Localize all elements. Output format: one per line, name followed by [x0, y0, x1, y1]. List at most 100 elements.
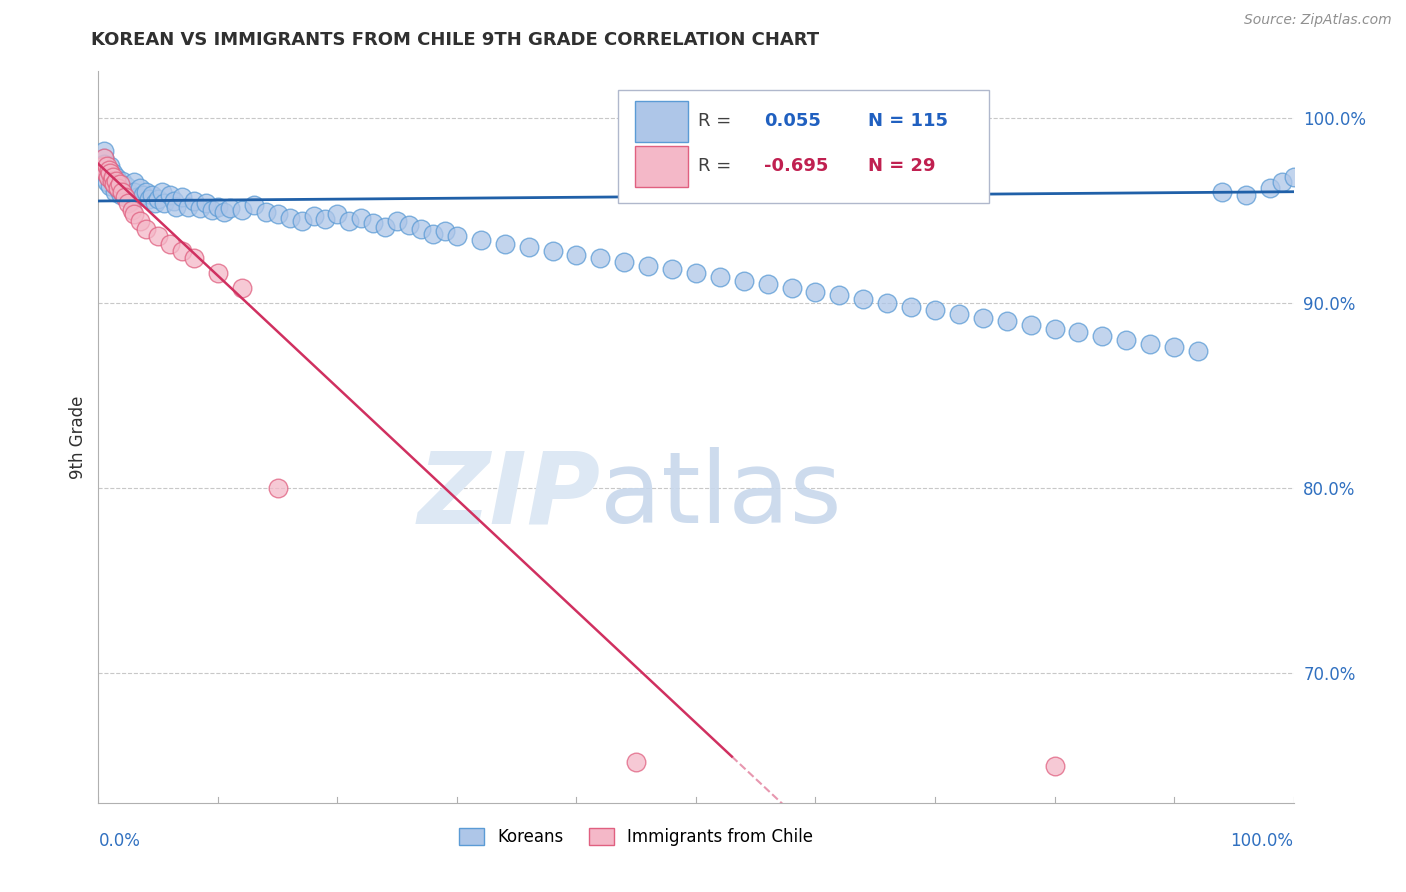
- Point: [212, 205, 235, 219]
- Point: [124, 207, 146, 221]
- Point: [111, 173, 134, 187]
- Point: [350, 211, 373, 225]
- Point: [291, 214, 314, 228]
- Point: [188, 202, 211, 216]
- Point: [138, 192, 160, 206]
- Point: [93, 157, 115, 171]
- Y-axis label: 9th Grade: 9th Grade: [69, 395, 87, 479]
- Point: [98, 179, 122, 194]
- Point: [150, 185, 173, 199]
- Point: [98, 159, 122, 173]
- Point: [637, 259, 659, 273]
- Point: [1234, 188, 1257, 202]
- Point: [517, 240, 540, 254]
- Point: [107, 181, 129, 195]
- Point: [363, 216, 385, 230]
- Point: [924, 303, 946, 318]
- Point: [231, 281, 253, 295]
- Point: [302, 209, 325, 223]
- Point: [91, 159, 114, 173]
- Point: [97, 162, 120, 177]
- Point: [159, 188, 181, 202]
- Text: atlas: atlas: [600, 447, 842, 544]
- Point: [183, 194, 205, 208]
- Point: [494, 236, 516, 251]
- Point: [1163, 340, 1185, 354]
- Point: [1043, 322, 1066, 336]
- Point: [163, 194, 186, 208]
- Text: KOREAN VS IMMIGRANTS FROM CHILE 9TH GRADE CORRELATION CHART: KOREAN VS IMMIGRANTS FROM CHILE 9TH GRAD…: [91, 31, 820, 49]
- Point: [972, 310, 994, 325]
- Point: [565, 248, 588, 262]
- Point: [107, 173, 129, 187]
- Point: [100, 173, 122, 187]
- Point: [101, 166, 124, 180]
- FancyBboxPatch shape: [636, 101, 688, 142]
- Point: [131, 188, 153, 202]
- Point: [470, 233, 492, 247]
- FancyBboxPatch shape: [619, 90, 988, 203]
- Point: [780, 281, 803, 295]
- Point: [195, 195, 218, 210]
- Point: [434, 224, 457, 238]
- Point: [900, 300, 922, 314]
- Point: [1043, 758, 1066, 772]
- Point: [159, 236, 181, 251]
- Point: [207, 266, 229, 280]
- Point: [374, 219, 396, 234]
- Point: [143, 195, 166, 210]
- Point: [411, 221, 433, 235]
- Point: [104, 185, 127, 199]
- Point: [709, 269, 731, 284]
- Text: N = 115: N = 115: [868, 112, 948, 130]
- Point: [96, 176, 118, 190]
- Point: [661, 262, 683, 277]
- Point: [254, 205, 277, 219]
- Point: [98, 169, 121, 184]
- Point: [876, 295, 898, 310]
- Point: [120, 194, 142, 208]
- Point: [108, 178, 131, 192]
- Point: [117, 185, 139, 199]
- Point: [148, 229, 170, 244]
- Point: [105, 169, 128, 184]
- Point: [111, 185, 134, 199]
- Point: [177, 200, 200, 214]
- Point: [278, 211, 301, 225]
- Point: [828, 288, 851, 302]
- Point: [326, 207, 349, 221]
- Point: [398, 218, 420, 232]
- Point: [124, 185, 146, 199]
- Point: [105, 173, 128, 187]
- Point: [94, 166, 117, 180]
- Point: [125, 190, 148, 204]
- Text: -0.695: -0.695: [763, 158, 828, 176]
- Point: [231, 203, 253, 218]
- Legend: Koreans, Immigrants from Chile: Koreans, Immigrants from Chile: [453, 822, 820, 853]
- Point: [98, 166, 122, 180]
- Point: [948, 307, 970, 321]
- Point: [117, 195, 139, 210]
- Point: [1067, 326, 1090, 340]
- Point: [852, 292, 875, 306]
- Point: [101, 169, 124, 184]
- Point: [267, 481, 290, 495]
- Point: [124, 176, 146, 190]
- Point: [685, 266, 707, 280]
- Point: [385, 214, 409, 228]
- Point: [267, 207, 290, 221]
- Point: [93, 144, 115, 158]
- Point: [129, 214, 152, 228]
- Point: [804, 285, 827, 299]
- Point: [153, 195, 176, 210]
- Point: [93, 152, 115, 166]
- Point: [1258, 181, 1281, 195]
- Point: [135, 185, 157, 199]
- Text: 100.0%: 100.0%: [1230, 832, 1294, 850]
- Point: [148, 192, 170, 206]
- Point: [1271, 176, 1294, 190]
- Text: 0.0%: 0.0%: [98, 832, 141, 850]
- Point: [201, 203, 224, 218]
- Point: [589, 252, 612, 266]
- Point: [121, 203, 143, 218]
